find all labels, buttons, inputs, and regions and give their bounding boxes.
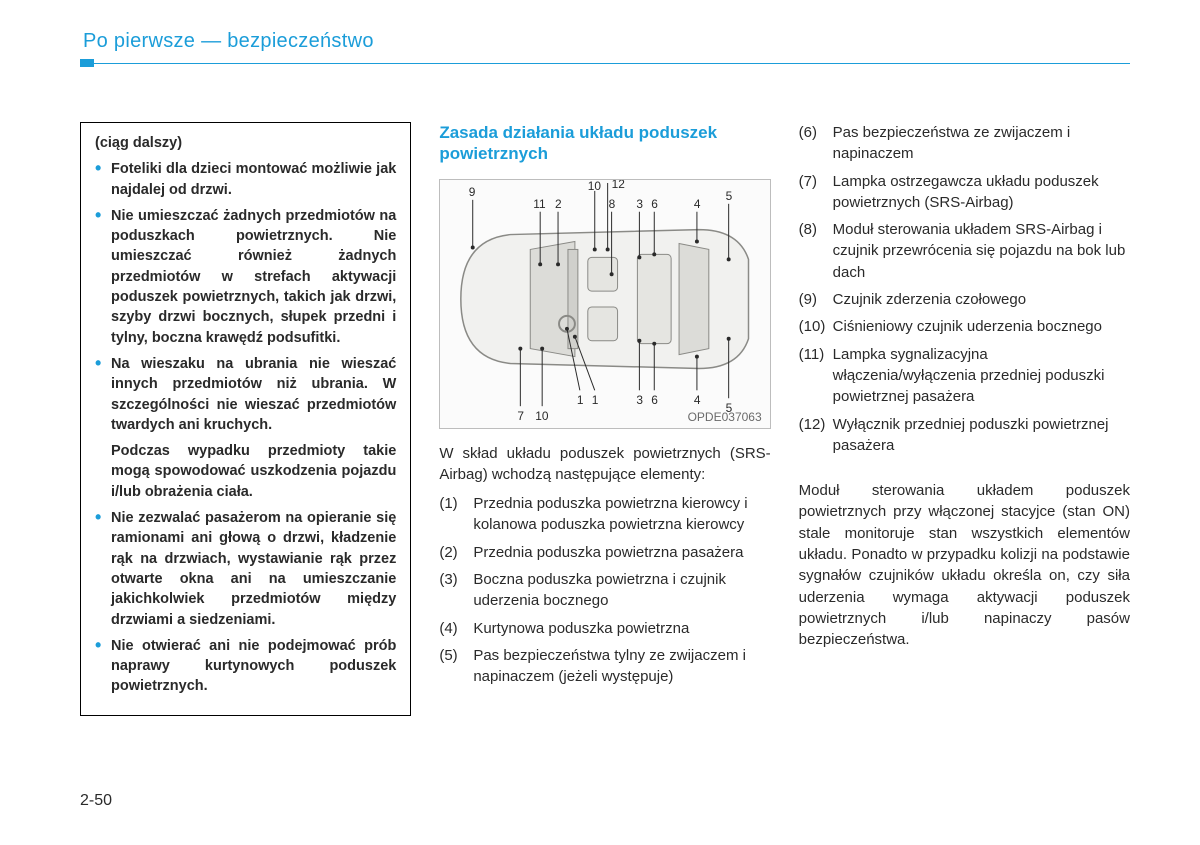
item-text: Lampka sygnalizacyjna włączenia/wyłączen… xyxy=(833,344,1130,408)
item-number: (12) xyxy=(799,414,833,457)
list-item: (3)Boczna poduszka powietrzna i czujnik … xyxy=(439,569,770,612)
warning-item: Nie umieszczać żadnych przedmiotów na po… xyxy=(95,206,396,348)
chapter-title: Po pierwsze — bezpieczeństwo xyxy=(83,30,1130,59)
list-item: (10)Ciśnieniowy czujnik uderzenia boczne… xyxy=(799,316,1130,337)
item-number: (4) xyxy=(439,618,473,639)
callout-label: 10 xyxy=(536,409,550,423)
warning-item: Na wieszaku na ubrania nie wieszać innyc… xyxy=(95,354,396,435)
list-item: (5)Pas bezpieczeństwa tylny ze zwijaczem… xyxy=(439,645,770,688)
item-number: (8) xyxy=(799,219,833,283)
item-text: Przednia poduszka powietrzna pasażera xyxy=(473,542,770,563)
continuation-label: (ciąg dalszy) xyxy=(95,133,396,153)
warning-list-2: Nie zezwalać pasażerom na opieranie się … xyxy=(95,508,396,697)
module-paragraph: Moduł sterowania układem poduszek powiet… xyxy=(799,480,1130,650)
content-columns: (ciąg dalszy) Foteliki dla dzieci montow… xyxy=(80,122,1130,716)
component-list-col3: (6)Pas bezpieczeństwa ze zwijaczem i nap… xyxy=(799,122,1130,456)
callout-label: 12 xyxy=(612,180,626,191)
warning-item: Nie zezwalać pasażerom na opieranie się … xyxy=(95,508,396,630)
callout-label: 6 xyxy=(652,393,659,407)
page-number: 2-50 xyxy=(80,792,112,810)
item-text: Czujnik zderzenia czołowego xyxy=(833,289,1130,310)
callout-label: 2 xyxy=(555,196,562,210)
item-number: (10) xyxy=(799,316,833,337)
item-text: Przednia poduszka powietrzna kierowcy i … xyxy=(473,493,770,536)
section-title: Zasada działania układu poduszek powietr… xyxy=(439,122,770,165)
item-text: Kurtynowa poduszka powietrzna xyxy=(473,618,770,639)
item-text: Ciśnieniowy czujnik uderzenia bocznego xyxy=(833,316,1130,337)
column-2: Zasada działania układu poduszek powietr… xyxy=(439,122,770,716)
item-number: (6) xyxy=(799,122,833,165)
page-container: Po pierwsze — bezpieczeństwo (ciąg dalsz… xyxy=(0,0,1200,766)
item-text: Wyłącznik przedniej poduszki powietrznej… xyxy=(833,414,1130,457)
component-list-col2: (1)Przednia poduszka powietrzna kierowcy… xyxy=(439,493,770,687)
callout-label: 4 xyxy=(694,196,701,210)
warning-box: (ciąg dalszy) Foteliki dla dzieci montow… xyxy=(80,122,411,716)
item-number: (9) xyxy=(799,289,833,310)
item-text: Boczna poduszka powietrzna i czujnik ude… xyxy=(473,569,770,612)
callout-label: 11 xyxy=(534,196,547,210)
callout-label: 5 xyxy=(726,188,733,202)
callout-label: 8 xyxy=(609,196,616,210)
callout-label: 4 xyxy=(694,393,701,407)
callout-label: 9 xyxy=(469,184,476,198)
item-number: (7) xyxy=(799,171,833,214)
callout-label: 1 xyxy=(577,393,584,407)
list-item: (4)Kurtynowa poduszka powietrzna xyxy=(439,618,770,639)
callout-label: 10 xyxy=(588,180,602,193)
item-number: (5) xyxy=(439,645,473,688)
item-number: (3) xyxy=(439,569,473,612)
list-item: (12)Wyłącznik przedniej poduszki powietr… xyxy=(799,414,1130,457)
column-1: (ciąg dalszy) Foteliki dla dzieci montow… xyxy=(80,122,411,716)
callout-label: 3 xyxy=(637,393,644,407)
warning-list-1: Foteliki dla dzieci montować możliwie ja… xyxy=(95,159,396,435)
callout-label: 6 xyxy=(652,196,659,210)
warning-item: Foteliki dla dzieci montować możliwie ja… xyxy=(95,159,396,200)
item-number: (2) xyxy=(439,542,473,563)
callout-label: 3 xyxy=(637,196,644,210)
callout-label: 7 xyxy=(518,409,525,423)
list-item: (8)Moduł sterowania układem SRS-Airbag i… xyxy=(799,219,1130,283)
list-item: (9)Czujnik zderzenia czołowego xyxy=(799,289,1130,310)
list-item: (6)Pas bezpieczeństwa ze zwijaczem i nap… xyxy=(799,122,1130,165)
item-text: Pas bezpieczeństwa tylny ze zwijaczem i … xyxy=(473,645,770,688)
list-item: (2)Przednia poduszka powietrzna pasażera xyxy=(439,542,770,563)
car-diagram-svg: 9 11 2 10 12 xyxy=(440,180,769,428)
callout-label: 1 xyxy=(592,393,599,407)
item-number: (11) xyxy=(799,344,833,408)
column-3: (6)Pas bezpieczeństwa ze zwijaczem i nap… xyxy=(799,122,1130,716)
list-item: (11)Lampka sygnalizacyjna włączenia/wyłą… xyxy=(799,344,1130,408)
item-text: Lampka ostrzegawcza układu poduszek powi… xyxy=(833,171,1130,214)
warning-subpara: Podczas wypadku przedmioty takie mogą sp… xyxy=(95,441,396,502)
header-rule xyxy=(80,59,1130,62)
item-number: (1) xyxy=(439,493,473,536)
list-item: (1)Przednia poduszka powietrzna kierowcy… xyxy=(439,493,770,536)
item-text: Moduł sterowania układem SRS-Airbag i cz… xyxy=(833,219,1130,283)
item-text: Pas bezpieczeństwa ze zwijaczem i napina… xyxy=(833,122,1130,165)
list-item: (7)Lampka ostrzegawcza układu poduszek p… xyxy=(799,171,1130,214)
warning-item: Nie otwierać ani nie podejmować prób nap… xyxy=(95,636,396,697)
intro-text: W skład układu poduszek powietrznych (SR… xyxy=(439,443,770,486)
diagram-code: OPDE037063 xyxy=(688,410,762,424)
airbag-diagram: 9 11 2 10 12 xyxy=(439,179,770,429)
